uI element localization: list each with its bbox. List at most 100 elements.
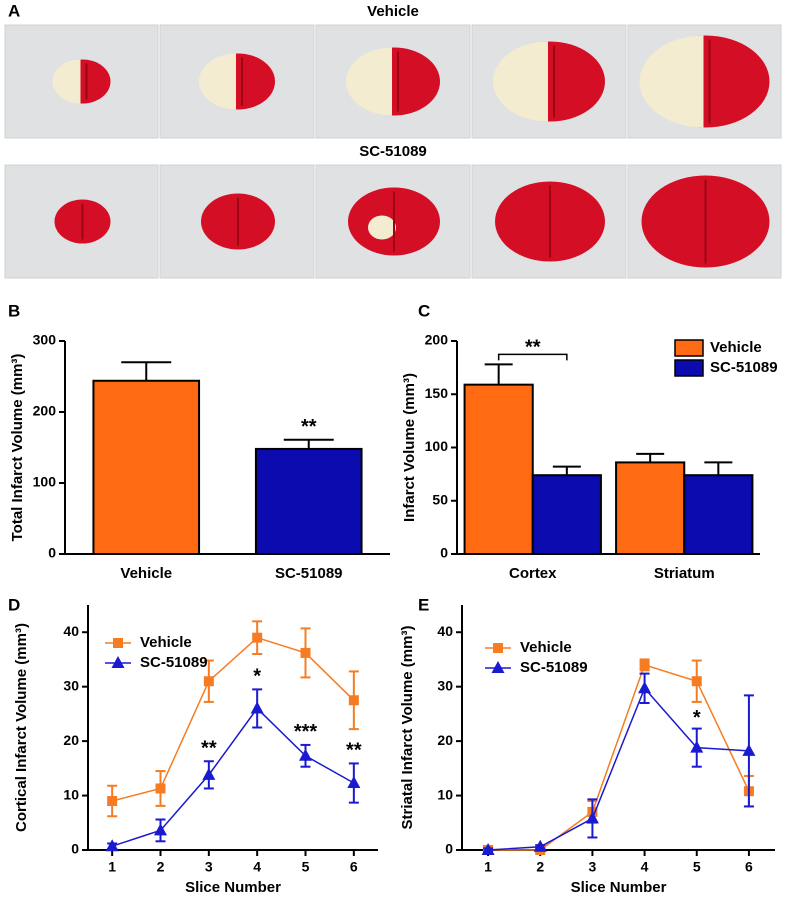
bar xyxy=(254,447,363,556)
x-tick-label: 1 xyxy=(108,859,116,875)
marker xyxy=(481,843,495,855)
marker xyxy=(250,701,264,714)
series-line xyxy=(488,663,750,851)
y-tick-label: 10 xyxy=(437,786,453,802)
marker xyxy=(533,839,547,852)
marker xyxy=(107,796,118,806)
x-tick-label: SC-51089 xyxy=(275,565,343,582)
significance: ** xyxy=(301,416,317,438)
x-tick-label: 5 xyxy=(302,859,310,875)
x-tick-label: 2 xyxy=(157,859,165,875)
x-tick-label: Cortex xyxy=(509,565,557,582)
bar xyxy=(615,461,686,555)
marker xyxy=(585,811,599,824)
marker xyxy=(639,659,650,670)
legend-label: Vehicle xyxy=(520,639,572,656)
infarct xyxy=(639,35,704,128)
panel-label: D xyxy=(8,595,20,614)
infarct xyxy=(199,53,236,110)
y-axis-title: Infarct Volume (mm³) xyxy=(401,373,418,522)
y-tick-label: 20 xyxy=(63,732,79,748)
x-tick-label: 5 xyxy=(693,859,701,875)
marker xyxy=(299,748,312,761)
legend-label: Vehicle xyxy=(140,634,192,651)
marker xyxy=(155,783,166,794)
x-tick-label: 6 xyxy=(350,859,358,875)
photo-panel xyxy=(4,24,782,279)
legend-label: SC-51089 xyxy=(520,659,588,676)
marker xyxy=(638,681,652,694)
panel-label: A xyxy=(8,1,20,20)
significance: ** xyxy=(346,740,362,762)
x-tick-label: 3 xyxy=(589,859,597,875)
row-title: SC-51089 xyxy=(359,143,427,160)
y-tick-label: 0 xyxy=(71,841,79,857)
significance: *** xyxy=(294,721,318,743)
significance: ** xyxy=(201,738,217,760)
bar xyxy=(531,474,602,555)
y-tick-label: 30 xyxy=(63,677,79,693)
y-axis-title: Total Infarct Volume (mm³) xyxy=(9,354,26,542)
panel-label: E xyxy=(418,595,429,614)
infarct xyxy=(368,215,396,240)
series-line xyxy=(111,707,355,847)
significance: * xyxy=(253,666,261,688)
y-tick-label: 0 xyxy=(440,545,448,561)
y-tick-label: 30 xyxy=(437,677,453,693)
x-tick-label: 2 xyxy=(536,859,544,875)
marker xyxy=(202,767,216,780)
series-line xyxy=(111,636,355,802)
legend-label: Vehicle xyxy=(710,339,762,356)
x-axis-title: Slice Number xyxy=(571,879,667,896)
x-tick-label: Striatum xyxy=(654,565,715,582)
significance: ** xyxy=(525,337,541,359)
legend-label: SC-51089 xyxy=(710,359,778,376)
bar xyxy=(463,383,534,556)
y-tick-label: 20 xyxy=(437,732,453,748)
y-tick-label: 50 xyxy=(432,491,448,507)
x-tick-label: 3 xyxy=(205,859,213,875)
marker xyxy=(348,695,359,706)
marker xyxy=(347,776,361,789)
bar xyxy=(683,474,754,555)
infarct xyxy=(493,41,548,122)
legend-label: SC-51089 xyxy=(140,654,208,671)
x-tick-label: 6 xyxy=(745,859,753,875)
panel-label: C xyxy=(418,301,430,320)
series-line xyxy=(488,686,749,851)
y-tick-label: 40 xyxy=(63,623,79,639)
y-tick-label: 0 xyxy=(445,841,453,857)
y-tick-label: 300 xyxy=(33,332,57,348)
marker xyxy=(203,676,214,687)
infarct xyxy=(52,59,81,104)
marker xyxy=(691,676,702,687)
marker xyxy=(491,661,505,673)
x-tick-label: 4 xyxy=(253,859,261,875)
y-tick-label: 10 xyxy=(63,786,79,802)
x-tick-label: 4 xyxy=(641,859,649,875)
x-tick-label: 1 xyxy=(484,859,492,875)
y-tick-label: 150 xyxy=(425,385,449,401)
bar xyxy=(92,379,201,556)
y-tick-label: 200 xyxy=(425,332,449,348)
legend-swatch xyxy=(674,339,704,357)
legend-swatch xyxy=(674,359,704,377)
infarct xyxy=(346,47,392,116)
row-title: Vehicle xyxy=(367,3,419,20)
x-axis-title: Slice Number xyxy=(185,879,281,896)
y-tick-label: 40 xyxy=(437,623,453,639)
y-tick-label: 0 xyxy=(48,545,56,561)
marker xyxy=(742,743,756,756)
significance-bracket xyxy=(497,353,568,361)
panel-label: B xyxy=(8,301,20,320)
marker xyxy=(105,839,119,852)
significance: * xyxy=(693,707,701,729)
marker xyxy=(111,656,125,668)
y-tick-label: 100 xyxy=(425,438,449,454)
marker xyxy=(154,823,167,836)
marker xyxy=(113,638,123,648)
x-tick-label: Vehicle xyxy=(120,565,172,582)
y-axis-title: Cortical Infarct Volume (mm³) xyxy=(13,623,30,832)
y-tick-label: 100 xyxy=(33,474,57,490)
